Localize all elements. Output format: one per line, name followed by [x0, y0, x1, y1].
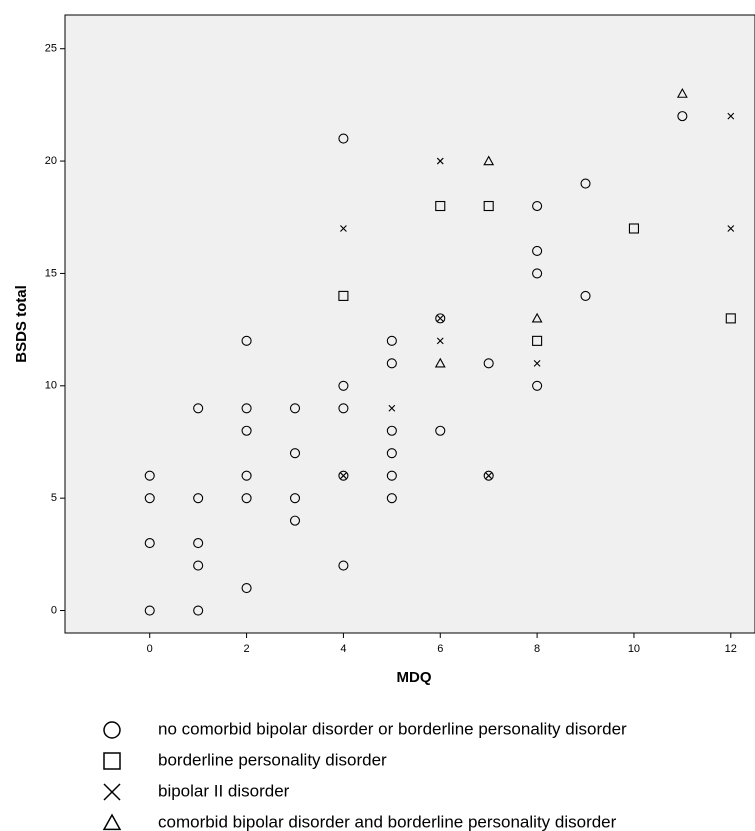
point [193, 560, 204, 571]
legend-symbol [103, 752, 121, 770]
point [193, 493, 204, 504]
point [532, 335, 543, 346]
y-tick-label: 20 [45, 155, 57, 167]
point [338, 470, 349, 481]
legend-symbol [102, 813, 122, 831]
point [727, 112, 735, 120]
legend-symbol [103, 721, 121, 739]
point [388, 404, 396, 412]
point [580, 290, 591, 301]
point [340, 472, 347, 480]
point [338, 133, 349, 144]
point [580, 178, 591, 189]
point [338, 403, 349, 414]
point [531, 312, 543, 323]
point [436, 314, 444, 322]
point [386, 448, 397, 459]
point [193, 538, 204, 549]
x-tick-label: 0 [147, 643, 153, 655]
point [677, 111, 688, 122]
x-tick-label: 4 [340, 643, 346, 655]
y-tick-label: 15 [45, 267, 57, 279]
legend-label: no comorbid bipolar disorder or borderli… [158, 719, 627, 738]
point [289, 515, 301, 526]
point [338, 560, 349, 571]
point [435, 425, 446, 436]
y-tick-label: 0 [51, 604, 57, 616]
x-tick-label: 12 [725, 643, 737, 655]
point [193, 403, 204, 414]
point [241, 493, 252, 504]
point [289, 403, 301, 414]
point [144, 538, 155, 549]
y-tick-label: 5 [51, 492, 57, 504]
point [289, 448, 301, 459]
plot-area [64, 14, 755, 634]
point [676, 88, 688, 98]
point [144, 605, 155, 616]
legend-label: bipolar II disorder [158, 781, 290, 800]
x-tick-label: 10 [628, 643, 640, 655]
point [386, 493, 397, 504]
point [435, 200, 446, 212]
y-tick-label: 25 [45, 43, 57, 55]
x-tick-label: 8 [534, 643, 540, 655]
point [386, 335, 397, 346]
point [241, 403, 252, 414]
point [532, 245, 543, 257]
point [483, 358, 494, 369]
point [434, 357, 446, 368]
point [241, 425, 252, 436]
point [485, 472, 493, 480]
point [483, 200, 494, 212]
point [725, 313, 736, 324]
x-tick-label: 2 [244, 643, 250, 655]
point [386, 425, 397, 436]
point [144, 493, 155, 504]
point [532, 268, 543, 279]
point [533, 359, 541, 367]
point [386, 358, 397, 369]
legend-label: borderline personality disorder [158, 750, 387, 769]
point [628, 223, 639, 234]
point [144, 470, 155, 481]
y-tick-label: 10 [45, 380, 57, 392]
point [241, 335, 252, 346]
point [532, 380, 543, 391]
point [338, 380, 349, 391]
point [340, 225, 347, 232]
legend-label: comorbid bipolar disorder and borderline… [158, 812, 617, 831]
x-tick-label: 6 [437, 643, 443, 655]
point [241, 470, 252, 481]
point [193, 605, 204, 616]
point [435, 313, 446, 324]
point [532, 200, 543, 212]
y-axis-label: BSDS total [13, 285, 30, 363]
legend-symbol [103, 783, 121, 801]
point [241, 583, 252, 594]
point [386, 470, 397, 481]
point [436, 337, 444, 345]
point [338, 290, 349, 301]
x-axis-label: MDQ [397, 669, 432, 686]
point [289, 493, 301, 504]
point [483, 470, 494, 481]
point [727, 225, 735, 232]
point [436, 157, 444, 165]
point [483, 155, 495, 166]
